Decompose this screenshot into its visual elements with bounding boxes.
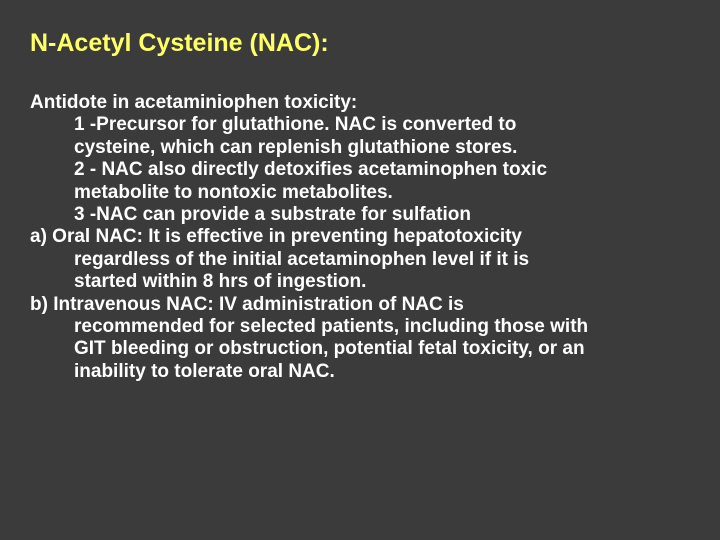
body-line: cysteine, which can replenish glutathion… (30, 137, 690, 159)
slide-title: N-Acetyl Cysteine (NAC): (30, 28, 690, 58)
body-line: Antidote in acetaminiophen toxicity: (30, 92, 690, 114)
body-line: inability to tolerate oral NAC. (30, 361, 690, 383)
body-line: 2 - NAC also directly detoxifies acetami… (30, 159, 690, 181)
body-line: 3 -NAC can provide a substrate for sulfa… (30, 204, 690, 226)
body-line: GIT bleeding or obstruction, potential f… (30, 338, 690, 360)
body-line: b) Intravenous NAC: IV administration of… (30, 294, 690, 316)
body-line: metabolite to nontoxic metabolites. (30, 182, 690, 204)
body-line: started within 8 hrs of ingestion. (30, 271, 690, 293)
body-line: 1 -Precursor for glutathione. NAC is con… (30, 114, 690, 136)
slide-container: N-Acetyl Cysteine (NAC): Antidote in ace… (0, 0, 720, 540)
slide-body: Antidote in acetaminiophen toxicity: 1 -… (30, 92, 690, 383)
body-line: recommended for selected patients, inclu… (30, 316, 690, 338)
body-line: a) Oral NAC: It is effective in preventi… (30, 226, 690, 248)
body-line: regardless of the initial acetaminophen … (30, 249, 690, 271)
